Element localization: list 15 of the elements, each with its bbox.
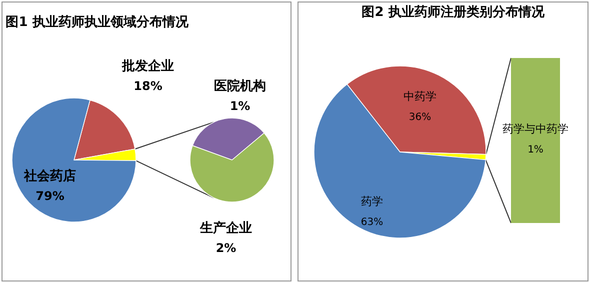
data-label: 2% bbox=[216, 241, 236, 255]
data-label: 63% bbox=[360, 217, 384, 228]
slice-label: 社会药店 bbox=[23, 168, 76, 184]
text: 1% bbox=[528, 144, 544, 156]
slice-label: 生产企业 bbox=[199, 220, 252, 236]
chart-title: 图1 执业药师执业领域分布情况 bbox=[6, 14, 190, 30]
data-label: 36% bbox=[408, 112, 432, 123]
slice-label: 医院机构 bbox=[214, 78, 266, 94]
slice-label: 中药学 bbox=[404, 90, 436, 103]
data-label: 79% bbox=[36, 189, 64, 203]
data-label: 1% bbox=[230, 99, 250, 113]
slice-label: 药学 bbox=[361, 195, 383, 208]
slice-label: 批发企业 bbox=[121, 59, 174, 74]
data-label: 18% bbox=[134, 79, 162, 93]
chart-title: 图2 执业药师注册类别分布情况 bbox=[362, 4, 546, 20]
